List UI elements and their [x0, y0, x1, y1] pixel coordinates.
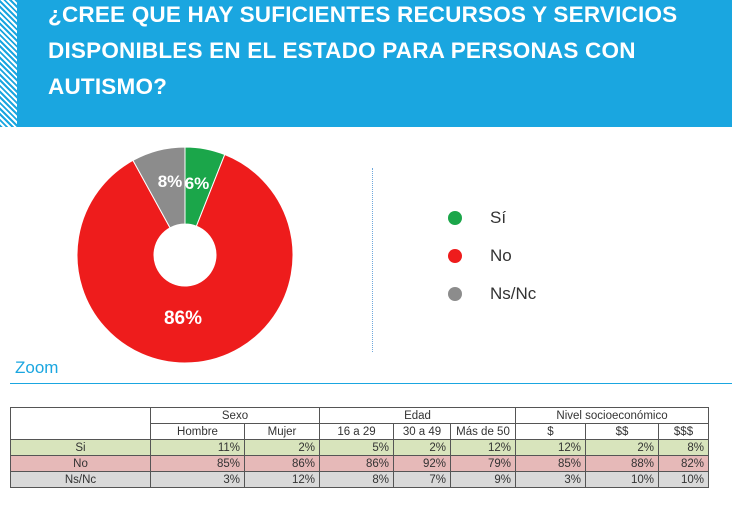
cell: 86%	[319, 455, 394, 472]
cell: 3%	[150, 471, 245, 488]
hatch-decoration	[0, 0, 17, 127]
row-label-si: Si	[10, 439, 151, 456]
cell: 2%	[585, 439, 659, 456]
cell: 88%	[585, 455, 659, 472]
divider-line	[372, 168, 373, 352]
cell: 86%	[244, 455, 320, 472]
col-mas-50: Más de 50	[450, 423, 516, 440]
legend-dot-si	[448, 211, 462, 225]
group-header-row: Sexo Edad Nivel socioeconómico	[10, 407, 709, 440]
col-30-49: 30 a 49	[393, 423, 451, 440]
pie-slice-nsnc	[132, 146, 186, 229]
cell: 79%	[450, 455, 516, 472]
legend-label-no: No	[490, 246, 512, 265]
row-label-no: No	[10, 455, 151, 472]
cell: 10%	[585, 471, 659, 488]
cell: 8%	[658, 439, 709, 456]
table-row-no: No 85% 86% 86% 92% 79% 85% 88% 82%	[10, 455, 709, 472]
col-nse-3: $$$	[658, 423, 709, 440]
cell: 3%	[515, 471, 586, 488]
cell: 92%	[393, 455, 451, 472]
cell: 2%	[244, 439, 320, 456]
zoom-underline	[10, 383, 732, 384]
cell: 82%	[658, 455, 709, 472]
cell: 10%	[658, 471, 709, 488]
group-nivel: Nivel socioeconómico	[515, 407, 709, 424]
row-label-nsnc: Ns/Nc	[10, 471, 151, 488]
group-sexo: Sexo	[150, 407, 320, 424]
cell: 12%	[244, 471, 320, 488]
cell: 11%	[150, 439, 245, 456]
page-title: ¿CREE QUE HAY SUFICIENTES RECURSOS Y SER…	[48, 2, 678, 99]
cell: 2%	[393, 439, 451, 456]
table-row-nsnc: Ns/Nc 3% 12% 8% 7% 9% 3% 10% 10%	[10, 471, 709, 488]
chart-legend: Sí No Ns/Nc	[448, 199, 536, 313]
pie-slice-no	[76, 153, 294, 364]
table-row-si: Si 11% 2% 5% 2% 12% 12% 2% 8%	[10, 439, 709, 456]
corner-cell	[10, 407, 151, 440]
slice-label-no: 86%	[164, 308, 202, 329]
legend-item-no: No	[448, 237, 536, 275]
cell: 12%	[515, 439, 586, 456]
breakdown-table: Sexo Edad Nivel socioeconómico Hombre Mu…	[10, 407, 709, 488]
col-mujer: Mujer	[244, 423, 320, 440]
cell: 7%	[393, 471, 451, 488]
zoom-heading: Zoom	[15, 358, 59, 377]
title-banner: ¿CREE QUE HAY SUFICIENTES RECURSOS Y SER…	[0, 0, 732, 127]
legend-item-nsnc: Ns/Nc	[448, 275, 536, 313]
cell: 9%	[450, 471, 516, 488]
col-nse-1: $	[515, 423, 586, 440]
legend-label-si: Sí	[490, 208, 507, 227]
legend-label-nsnc: Ns/Nc	[490, 284, 537, 303]
group-edad: Edad	[319, 407, 516, 424]
cell: 5%	[319, 439, 394, 456]
slice-label-si: 6%	[185, 174, 210, 193]
cell: 12%	[450, 439, 516, 456]
col-nse-2: $$	[585, 423, 659, 440]
cell: 8%	[319, 471, 394, 488]
col-16-29: 16 a 29	[319, 423, 394, 440]
legend-item-si: Sí	[448, 199, 536, 237]
legend-dot-no	[448, 249, 462, 263]
slice-label-nsnc: 8%	[158, 172, 183, 191]
cell: 85%	[150, 455, 245, 472]
donut-chart: 6% 86% 8%	[76, 146, 294, 364]
col-hombre: Hombre	[150, 423, 245, 440]
cell: 85%	[515, 455, 586, 472]
legend-dot-nsnc	[448, 287, 462, 301]
